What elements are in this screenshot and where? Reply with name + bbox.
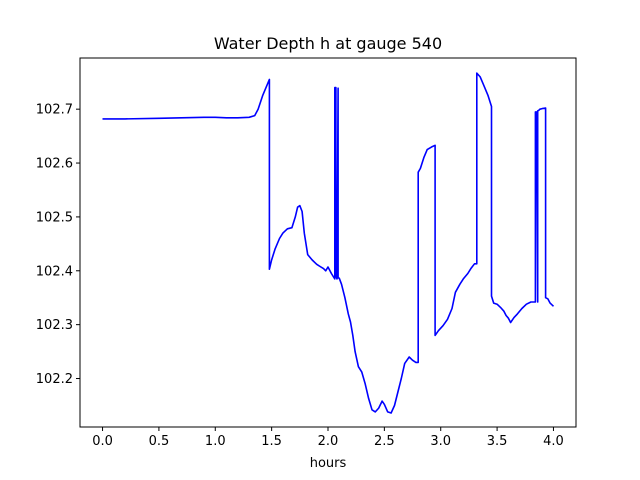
x-axis: 0.0 0.5 1.0 1.5 2.0 2.5 3.0 3.5 4.0: [92, 427, 564, 449]
y-axis: 102.2 102.3 102.4 102.5 102.6 102.7: [36, 103, 80, 387]
x-tick-label: 0.5: [149, 434, 170, 449]
y-tick-label: 102.5: [36, 210, 73, 225]
chart-title: Water Depth h at gauge 540: [214, 34, 442, 53]
x-tick-label: 1.0: [205, 434, 226, 449]
x-tick-label: 2.0: [318, 434, 339, 449]
x-tick-label: 0.0: [92, 434, 113, 449]
x-tick-label: 2.5: [374, 434, 395, 449]
plot-frame: [79, 57, 577, 428]
plot-area: 0.0 0.5 1.0 1.5 2.0 2.5 3.0 3.5 4.0 102.2102.310…: [36, 57, 577, 449]
y-tick-label: 102.3: [36, 318, 73, 333]
y-tick-label: 102.7: [36, 103, 73, 118]
y-tick-label: 102.6: [36, 157, 73, 172]
y-tick-label: 102.2: [36, 372, 73, 387]
series-line-0: [102, 72, 555, 414]
series-layer: [102, 72, 555, 414]
x-tick-label: 4.0: [543, 434, 564, 449]
x-tick-label: 3.0: [430, 434, 451, 449]
x-tick-label: 1.5: [261, 434, 282, 449]
x-axis-label: hours: [310, 456, 347, 471]
x-tick-label: 3.5: [487, 434, 508, 449]
y-tick-label: 102.4: [36, 264, 73, 279]
